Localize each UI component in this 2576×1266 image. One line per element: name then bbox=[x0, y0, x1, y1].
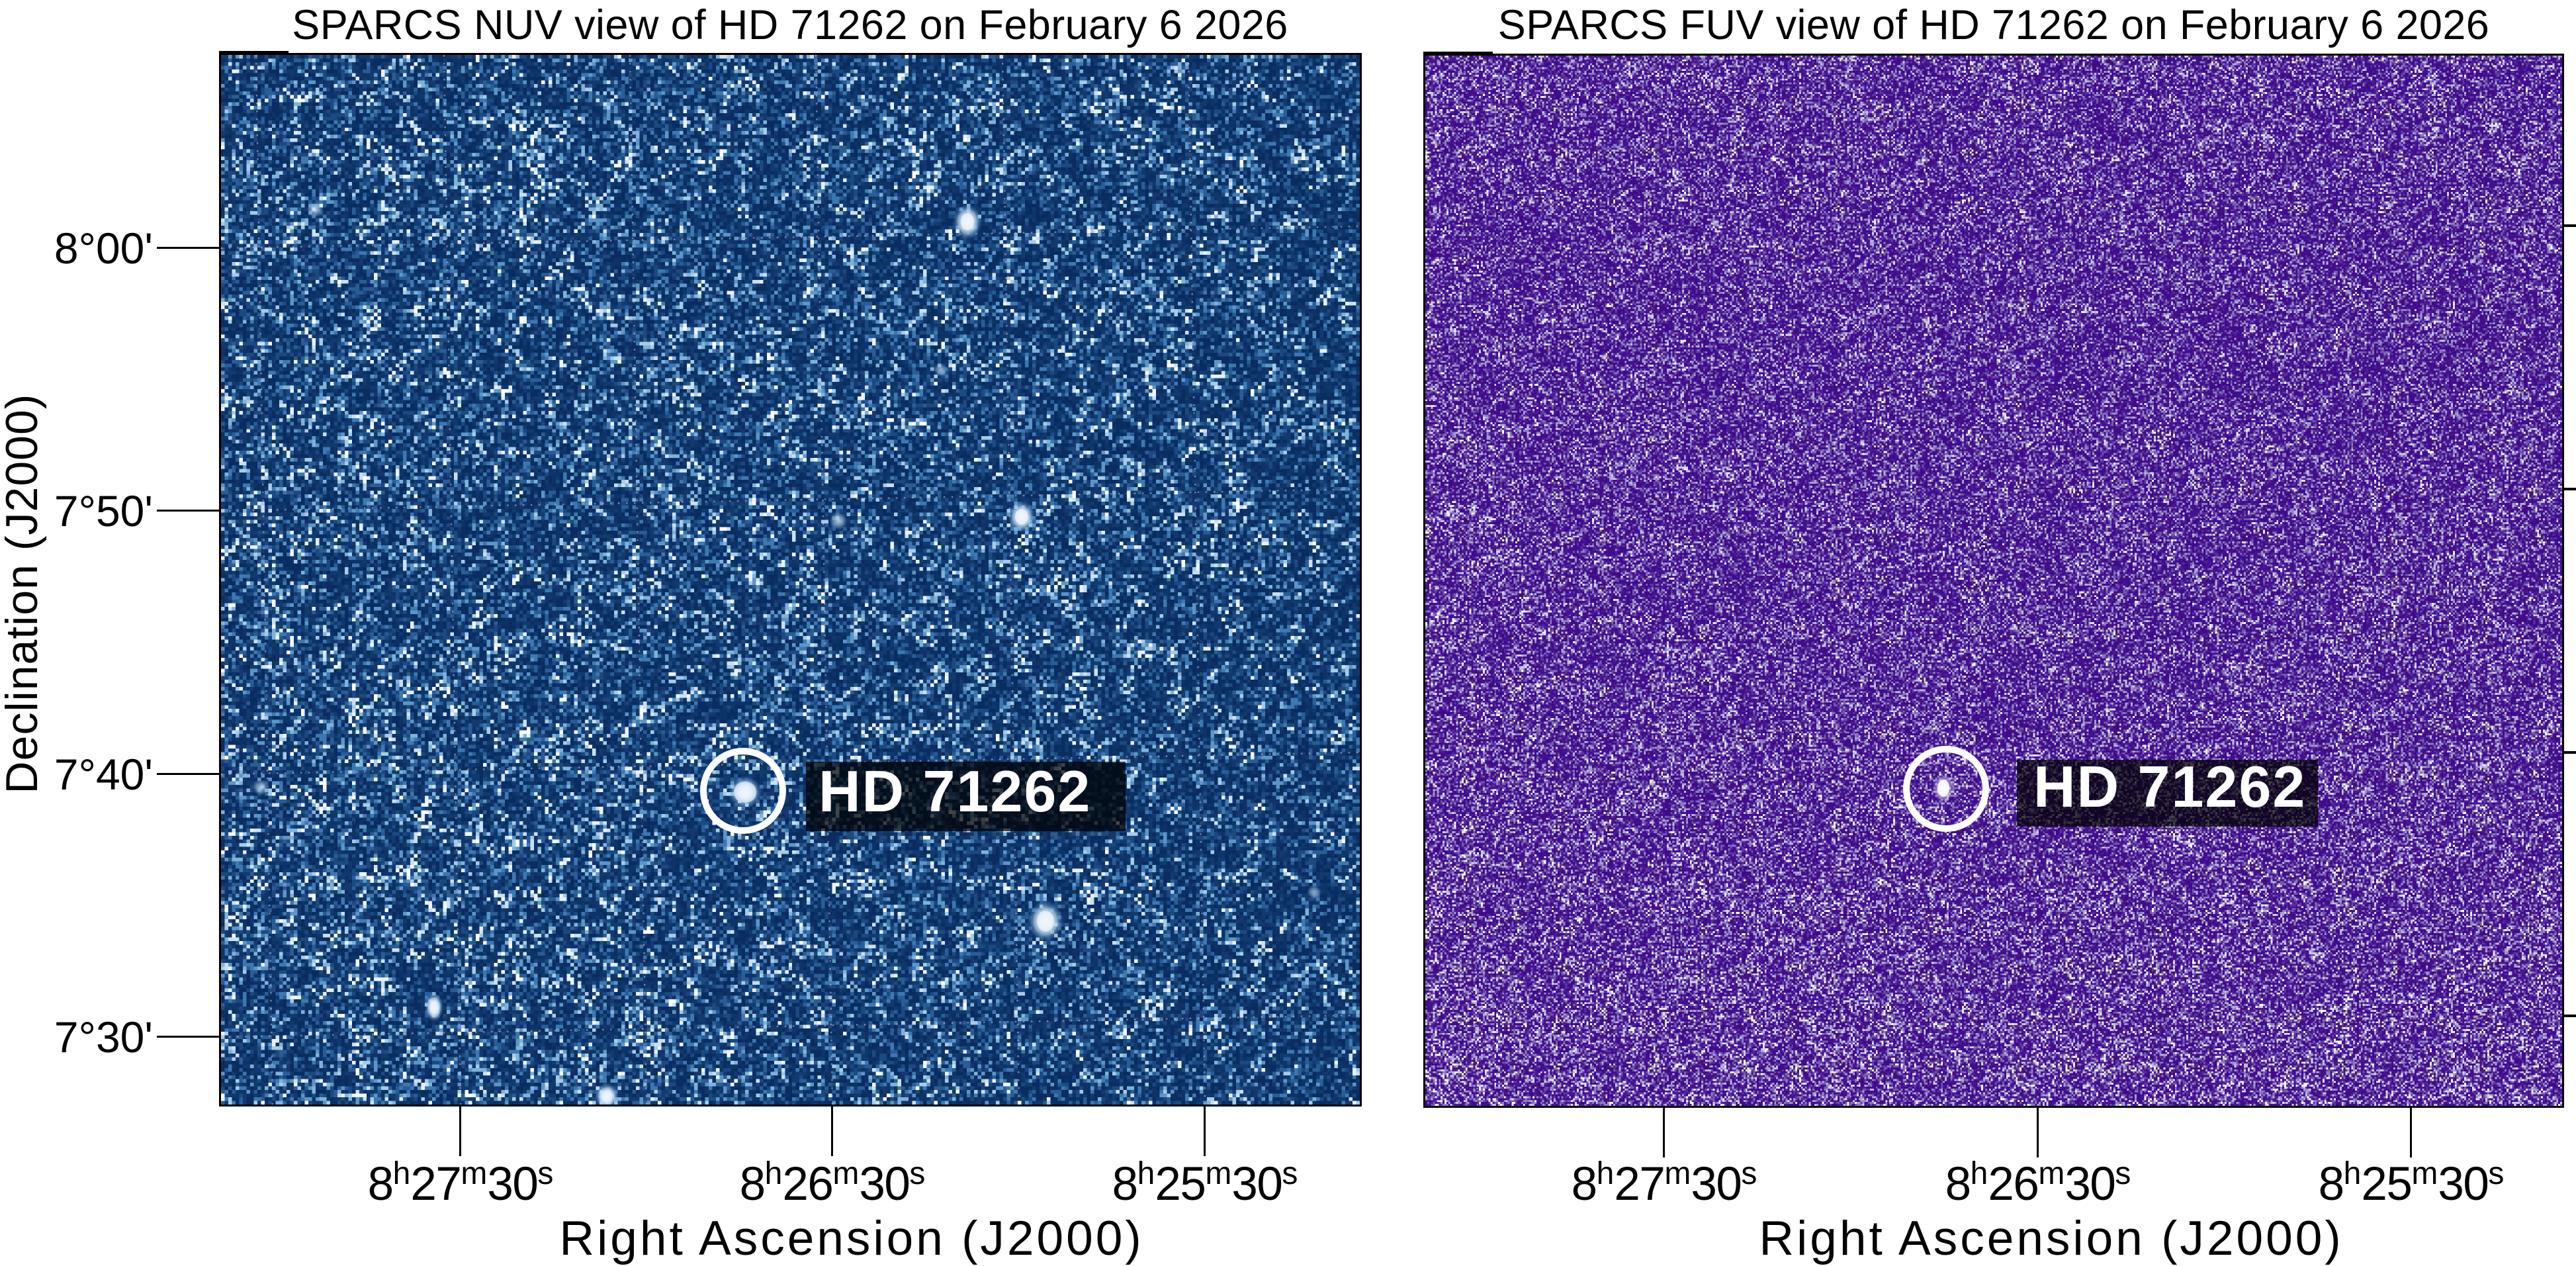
svg-text:HD 71262: HD 71262 bbox=[2033, 754, 2306, 819]
svg-text:HD 71262: HD 71262 bbox=[819, 758, 1091, 824]
